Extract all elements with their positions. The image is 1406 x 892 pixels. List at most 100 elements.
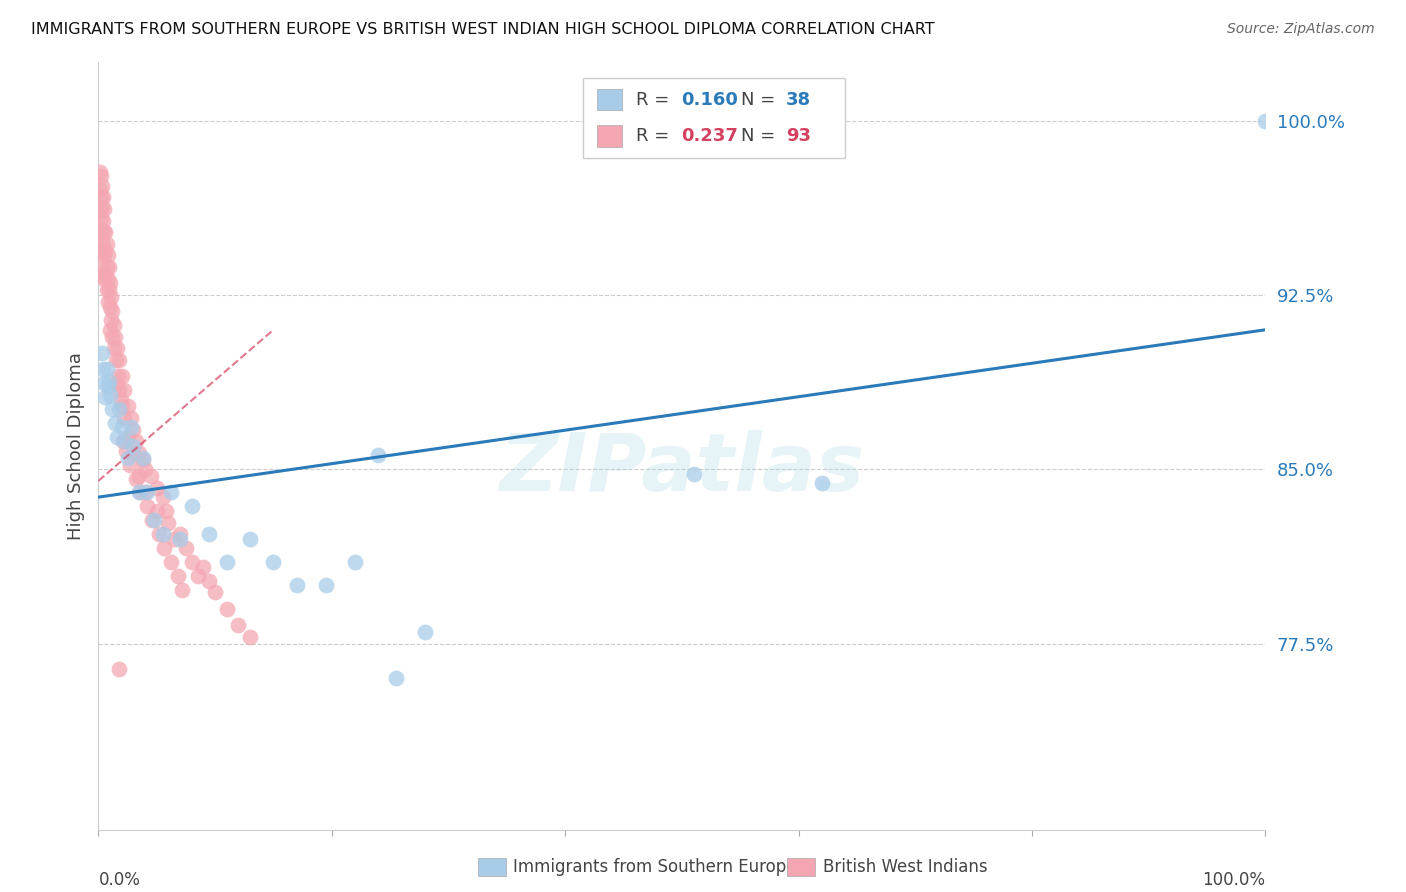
Point xyxy=(152,490,174,504)
Point xyxy=(111,420,134,434)
Point xyxy=(97,378,120,392)
Point xyxy=(117,430,139,444)
Point xyxy=(103,342,125,356)
Point xyxy=(111,369,134,384)
Point xyxy=(101,330,124,344)
Point xyxy=(105,430,128,444)
Text: N =: N = xyxy=(741,127,782,145)
Point xyxy=(180,500,202,514)
Point xyxy=(204,585,226,599)
Point xyxy=(108,353,131,368)
Point xyxy=(128,485,150,500)
Point xyxy=(134,462,156,476)
Point xyxy=(117,400,139,414)
Point xyxy=(104,353,127,368)
Point xyxy=(228,618,250,632)
Point xyxy=(90,169,112,184)
Point xyxy=(97,260,120,274)
Point xyxy=(159,485,181,500)
Point xyxy=(97,271,120,285)
Point xyxy=(96,283,118,297)
Point xyxy=(94,244,117,258)
Point xyxy=(112,411,135,425)
Point xyxy=(110,392,132,407)
Point xyxy=(94,225,117,239)
FancyBboxPatch shape xyxy=(596,125,623,146)
Point xyxy=(159,555,181,569)
Point xyxy=(120,411,142,425)
Point xyxy=(104,376,127,391)
Point xyxy=(94,390,117,404)
Point xyxy=(128,469,150,483)
Point xyxy=(103,318,125,332)
Point xyxy=(93,271,115,285)
Point xyxy=(90,190,112,204)
Point xyxy=(152,527,174,541)
Point xyxy=(97,374,120,388)
Point xyxy=(367,448,389,462)
Point xyxy=(239,532,262,546)
Point xyxy=(90,211,112,226)
Point xyxy=(215,555,238,569)
Point xyxy=(104,330,127,344)
Point xyxy=(105,342,128,356)
Point xyxy=(100,313,122,327)
Point xyxy=(285,578,308,592)
Point xyxy=(163,532,186,546)
Text: British West Indians: British West Indians xyxy=(823,858,987,876)
Point xyxy=(89,183,111,197)
Point xyxy=(98,323,121,337)
Point xyxy=(152,541,174,556)
Point xyxy=(96,362,118,376)
Point xyxy=(91,236,114,251)
Point xyxy=(125,434,148,449)
Text: 100.0%: 100.0% xyxy=(1202,871,1265,889)
Point xyxy=(91,213,114,227)
Point xyxy=(90,178,112,193)
Point xyxy=(193,560,215,574)
Point xyxy=(97,294,120,309)
Point xyxy=(172,583,194,598)
Y-axis label: High School Diploma: High School Diploma xyxy=(66,352,84,540)
Text: Immigrants from Southern Europe: Immigrants from Southern Europe xyxy=(513,858,797,876)
Point xyxy=(93,376,115,391)
Text: ZIPatlas: ZIPatlas xyxy=(499,430,865,508)
Point xyxy=(146,504,169,518)
Point xyxy=(98,277,121,291)
Point xyxy=(122,423,145,437)
Point xyxy=(97,248,120,262)
Point xyxy=(89,204,111,219)
Point xyxy=(385,672,408,686)
Point xyxy=(98,300,121,314)
Point xyxy=(155,504,177,518)
Point xyxy=(108,401,131,416)
Point xyxy=(90,246,112,260)
Point xyxy=(96,236,118,251)
Point xyxy=(315,578,337,592)
Point xyxy=(91,362,114,376)
Point xyxy=(100,290,122,304)
Point xyxy=(111,400,134,414)
Point xyxy=(169,532,191,546)
Point xyxy=(198,574,221,588)
Point xyxy=(122,439,145,453)
Point xyxy=(141,513,163,527)
Point xyxy=(136,485,159,500)
Point xyxy=(90,269,112,284)
Point xyxy=(1254,113,1277,128)
Point xyxy=(111,434,134,449)
Point xyxy=(215,601,238,615)
Point xyxy=(90,235,112,249)
Point xyxy=(108,662,131,676)
Point xyxy=(180,555,202,569)
Point xyxy=(112,383,135,397)
Text: R =: R = xyxy=(637,90,675,109)
Point xyxy=(104,416,127,430)
Point xyxy=(98,388,121,402)
FancyBboxPatch shape xyxy=(582,78,845,158)
Point xyxy=(413,624,436,639)
Point xyxy=(89,164,111,178)
Text: R =: R = xyxy=(637,127,675,145)
Point xyxy=(169,527,191,541)
Point xyxy=(91,190,114,204)
